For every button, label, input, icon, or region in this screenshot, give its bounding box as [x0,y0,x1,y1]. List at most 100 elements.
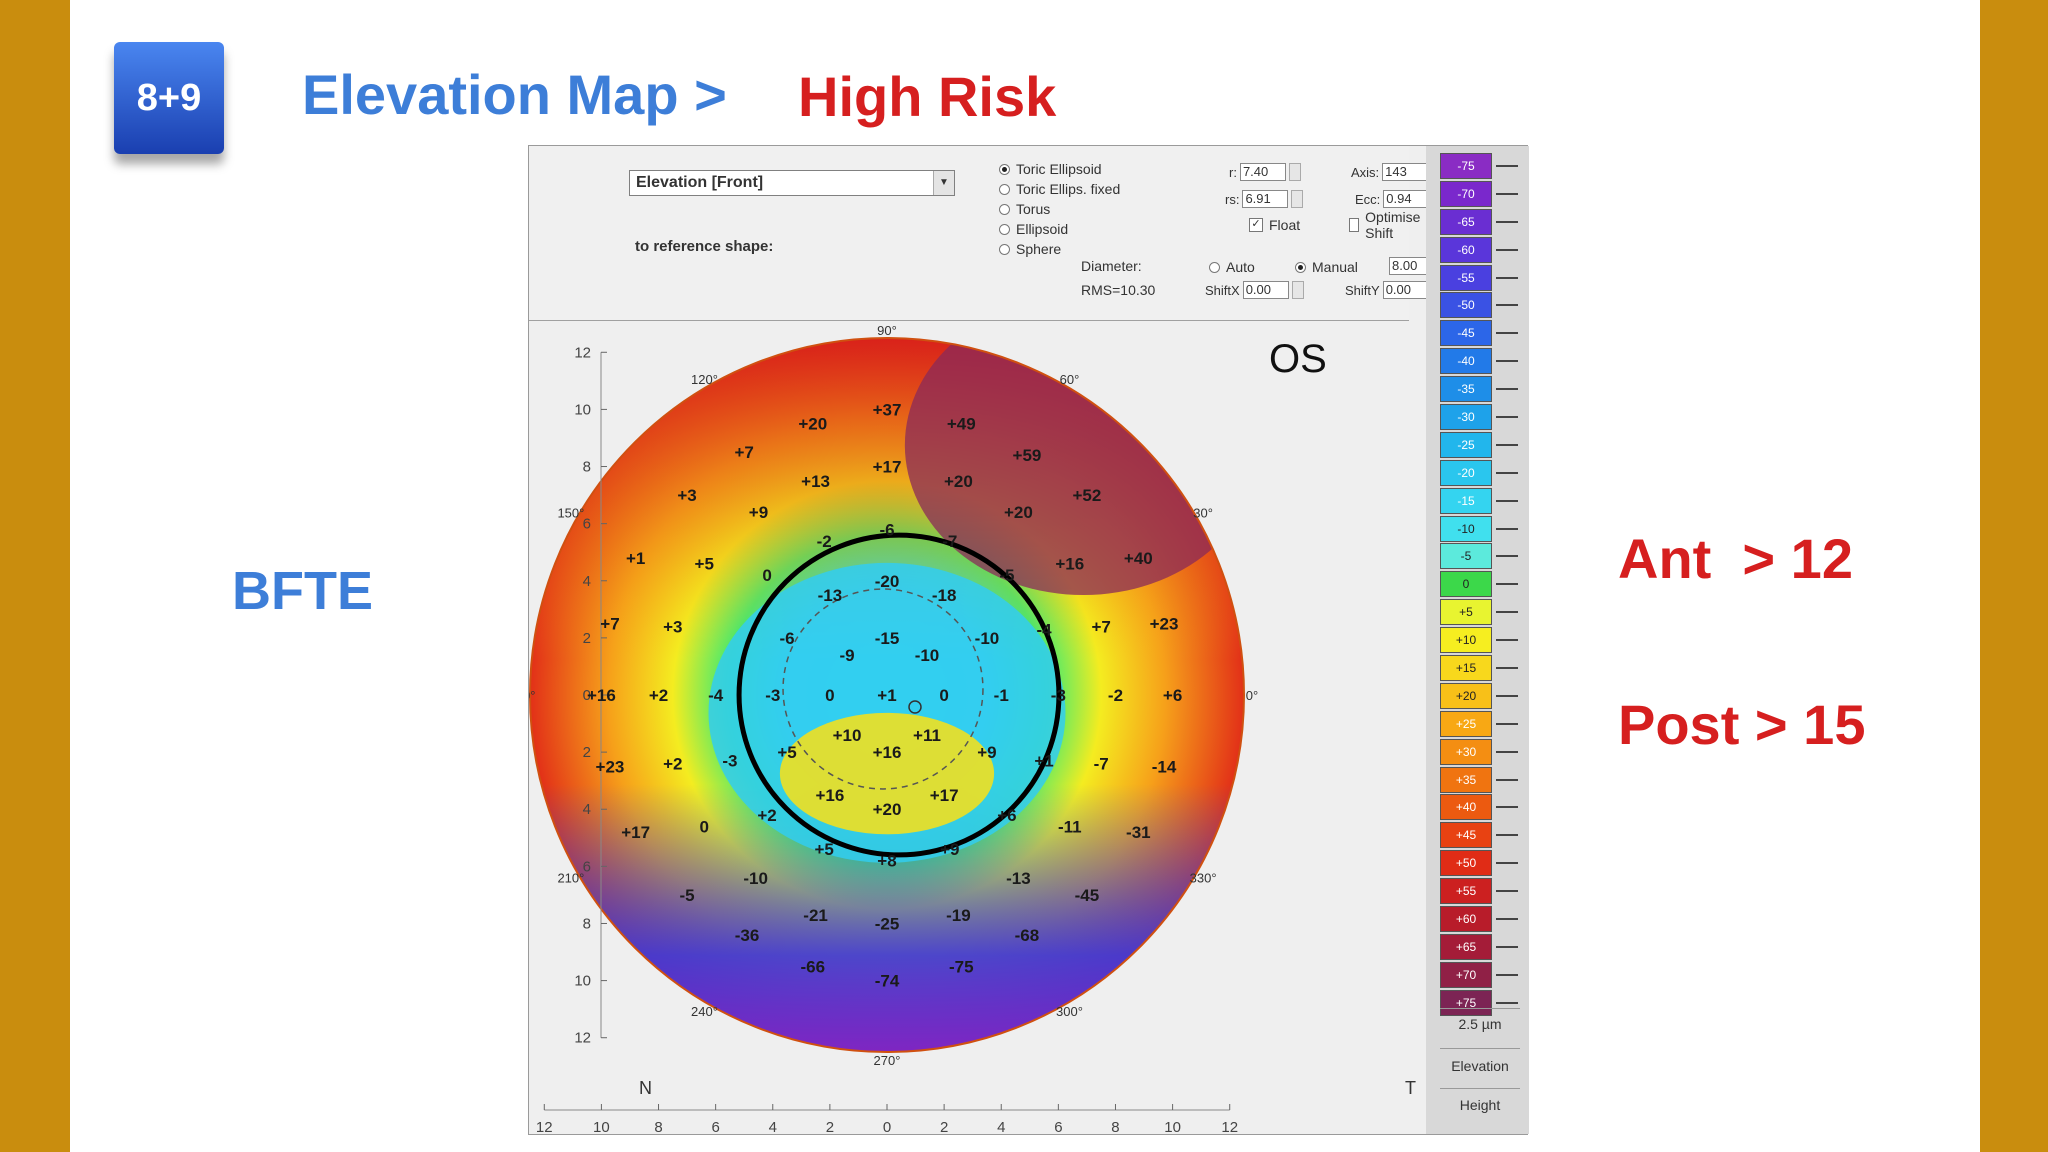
rs-spinner[interactable] [1291,190,1304,208]
map-type-value: Elevation [Front] [636,174,764,191]
elevation-value: -6 [779,629,794,648]
scale-tick [1496,806,1518,809]
scale-cell: -30 [1440,403,1522,431]
elevation-value: +1 [1034,752,1053,771]
scale-swatch: -60 [1440,236,1492,263]
radio-dot[interactable] [1209,261,1220,273]
chevron-down-icon[interactable]: ▼ [933,171,954,195]
scale-tick [1496,611,1518,614]
check-icon[interactable]: ✓ [1249,218,1263,232]
scale-cell: -60 [1440,236,1522,264]
elevation-value: -5 [680,886,695,905]
shiftx-field[interactable]: ShiftX 0.00 [1205,280,1304,300]
elevation-value: -21 [803,906,828,925]
elevation-value: -36 [735,926,760,945]
scale-tick [1496,388,1518,391]
angle-label: 30° [1193,506,1213,521]
elevation-value: +2 [757,806,776,825]
axis-field[interactable]: Axis: 143 [1351,162,1444,182]
scale-cell: -55 [1440,264,1522,292]
radio-dot[interactable] [999,183,1010,195]
elevation-value: -66 [800,957,825,976]
diameter-input[interactable]: 8.00 [1389,257,1435,275]
scale-cell: +45 [1440,821,1522,849]
elevation-value: +9 [977,743,996,762]
axis-input[interactable]: 143 [1382,163,1429,181]
optimise-shift-checkbox[interactable]: Optimise Shift [1349,209,1424,241]
scale-swatch: -15 [1440,487,1492,514]
rs-field[interactable]: rs: 6.91 [1225,189,1304,209]
scale-swatch: 0 [1440,571,1492,598]
x-tick-label: 12 [536,1119,553,1134]
elevation-value: +10 [833,726,862,745]
elevation-value: +6 [1163,686,1182,705]
elevation-mode-label[interactable]: Elevation [1451,1058,1509,1074]
elevation-value: -68 [1015,926,1040,945]
radio-dot[interactable] [999,163,1010,175]
radio-ellipsoid[interactable]: Ellipsoid [999,220,1068,238]
elevation-value: +16 [815,786,844,805]
elevation-value: +13 [801,472,830,491]
scale-tick [1496,1001,1518,1004]
scale-tick [1496,639,1518,642]
scale-swatch: +15 [1440,654,1492,681]
x-tick-label: 12 [1221,1119,1238,1134]
x-tick-label: 2 [940,1119,948,1134]
scale-cell: -75 [1440,152,1522,180]
y-tick-label: 8 [583,459,591,476]
scale-tick [1496,918,1518,921]
elevation-value: 0 [825,686,834,705]
scale-swatch: +20 [1440,682,1492,709]
r-input[interactable]: 7.40 [1239,163,1286,181]
scale-cell: +20 [1440,682,1522,710]
radio-label: Manual [1312,259,1358,275]
elevation-value: -7 [1094,755,1109,774]
angle-label: 180° [529,688,535,703]
slide-title: Elevation Map > [302,63,727,126]
elevation-value: +17 [873,458,902,477]
elevation-value: +20 [944,472,973,491]
shifty-label: ShiftY [1345,282,1380,298]
radio-auto[interactable]: Auto [1209,258,1255,276]
rs-input[interactable]: 6.91 [1242,190,1289,208]
shifty-input[interactable]: 0.00 [1382,281,1429,299]
scale-swatch: -20 [1440,459,1492,486]
scale-cell: -10 [1440,515,1522,543]
radio-toric-ellips-fixed[interactable]: Toric Ellips. fixed [999,180,1120,198]
scale-swatch: -30 [1440,403,1492,430]
elevation-value: +3 [677,486,696,505]
map-annotations: 12 12 10 10 8 8 6 6 4 4 2 2 0 0 2 2 4 4 6 6 8 8 10 10 12 12 90° 60°… [529,323,1258,1134]
elevation-value: -2 [817,532,832,551]
r-spinner[interactable] [1288,163,1301,181]
radio-sphere[interactable]: Sphere [999,240,1061,258]
scale-tick [1496,555,1518,558]
radio-dot[interactable] [1295,261,1306,273]
radio-torus[interactable]: Torus [999,200,1050,218]
divider [1440,1088,1520,1089]
shiftx-input[interactable]: 0.00 [1242,281,1289,299]
checkbox-box[interactable] [1349,218,1360,232]
slide-number-badge: 8+9 [114,42,224,154]
scale-swatch: +50 [1440,850,1492,877]
radio-manual[interactable]: Manual [1295,258,1358,276]
elevation-value: -20 [875,572,900,591]
ecc-input[interactable]: 0.94 [1383,190,1430,208]
scale-swatch: -75 [1440,152,1492,179]
radio-toric-ellipsoid[interactable]: Toric Ellipsoid [999,160,1102,178]
height-mode-label[interactable]: Height [1459,1097,1501,1113]
radio-dot[interactable] [999,203,1010,215]
radio-dot[interactable] [999,243,1010,255]
map-rim [529,337,1245,1053]
map-type-dropdown[interactable]: Elevation [Front] ▼ [629,170,955,196]
scale-swatch: +10 [1440,627,1492,654]
x-tick-label: 8 [1111,1119,1119,1134]
radio-dot[interactable] [999,223,1010,235]
scale-cell: +10 [1440,626,1522,654]
shiftx-spinner[interactable] [1291,281,1304,299]
float-checkbox[interactable]: ✓ Float [1249,216,1300,234]
divider [1440,1048,1520,1049]
scale-swatch: +5 [1440,599,1492,626]
r-field[interactable]: r: 7.40 [1229,162,1301,182]
elevation-value: -6 [879,520,894,539]
elevation-value: -10 [915,646,940,665]
